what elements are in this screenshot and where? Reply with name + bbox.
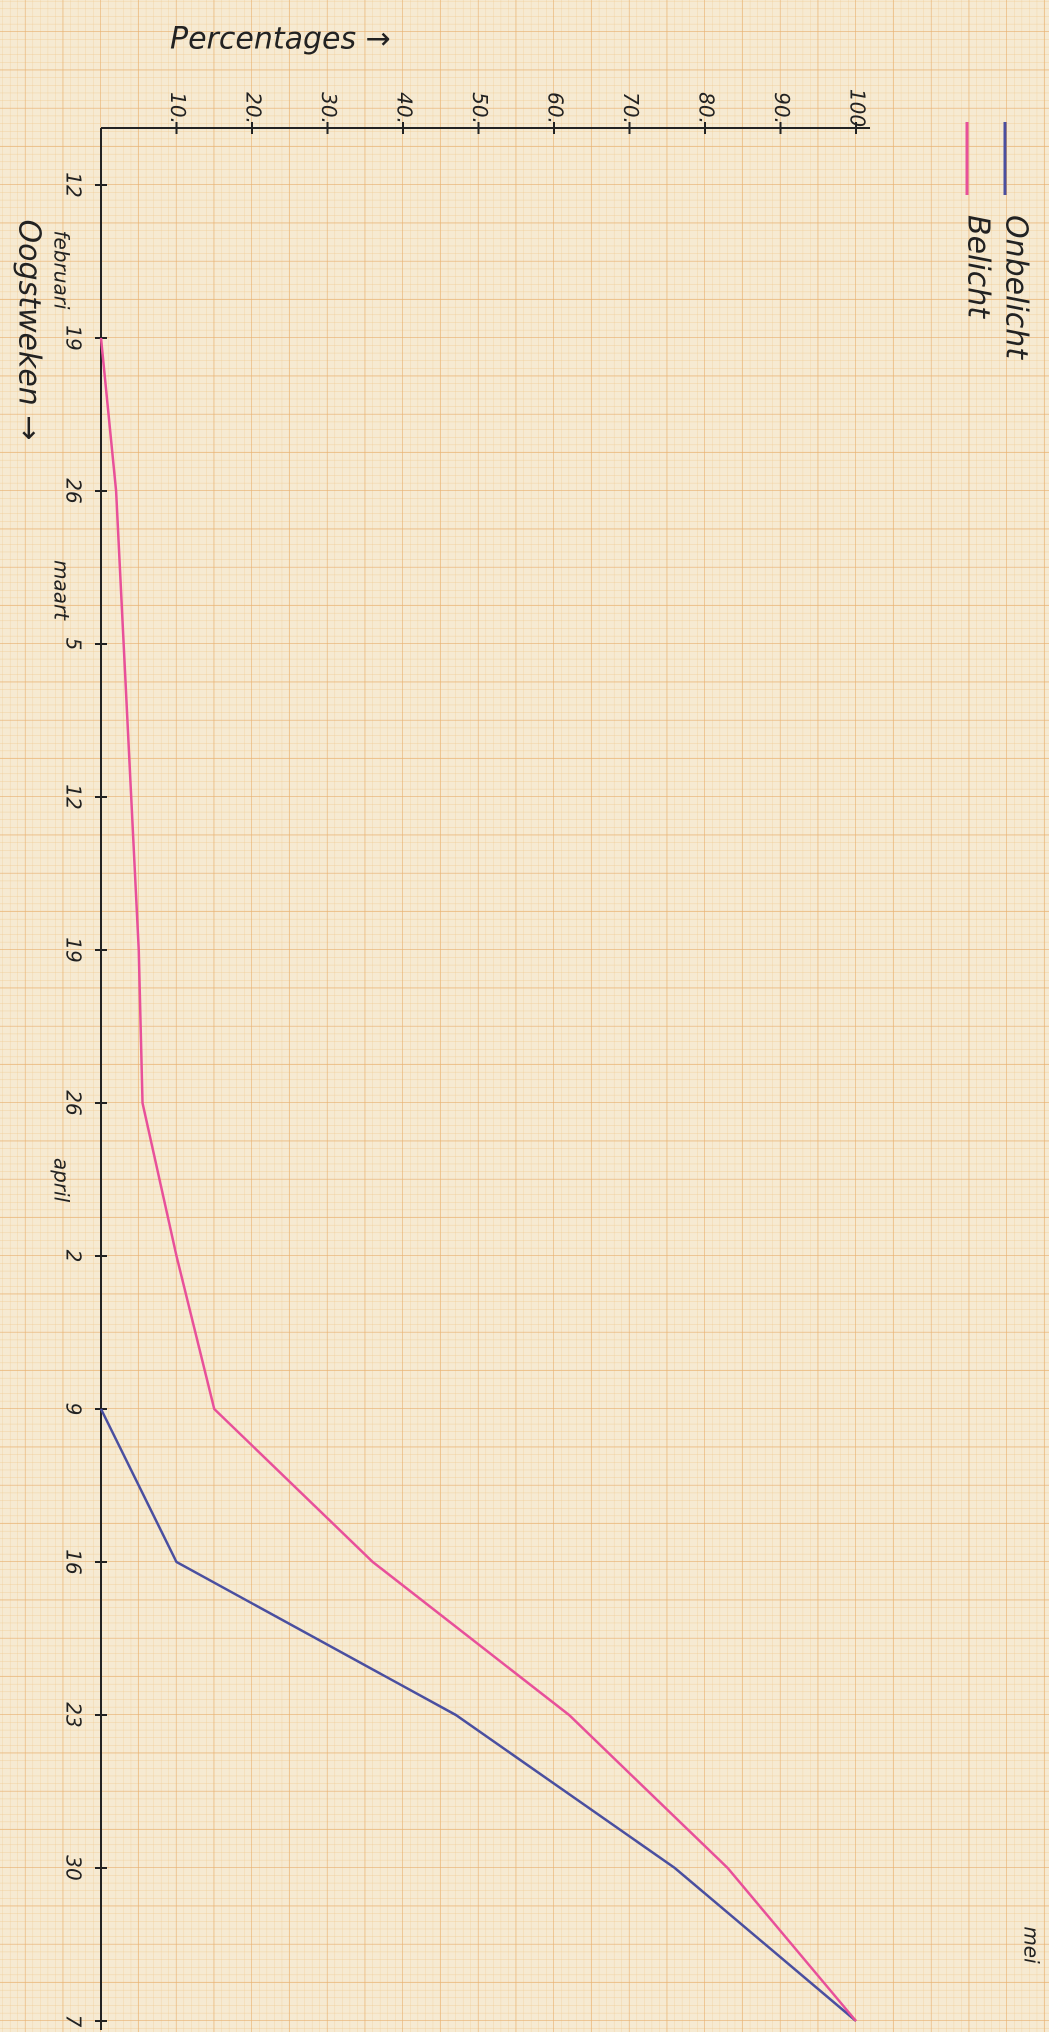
y-tick-label: 100 (846, 89, 870, 127)
x-tick-label: 12 (62, 172, 86, 197)
y-tick-label: 30. (317, 92, 341, 124)
legend-label: Onbelicht (999, 215, 1034, 360)
x-axis-title: Oogstweken → (12, 220, 47, 441)
x-tick-label: 9 (62, 1403, 86, 1416)
x-tick-label: 23 (62, 1702, 86, 1727)
series-line (99, 337, 857, 2022)
y-tick-label: 70. (619, 92, 643, 124)
y-tick-label: 50. (468, 92, 492, 124)
y-tick-label: 60. (544, 92, 568, 124)
series-line (99, 1408, 857, 2022)
x-tick-label: 30 (62, 1855, 86, 1880)
month-label: maart (50, 560, 74, 621)
month-label: april (50, 1158, 74, 1203)
y-tick-label: 80. (695, 92, 719, 124)
y-tick-label: 20. (242, 92, 266, 124)
x-tick-label: 19 (62, 937, 86, 962)
month-label: februari (50, 231, 74, 310)
x-tick-label: 5 (62, 638, 86, 651)
x-tick-label: 2 (62, 1250, 86, 1263)
x-tick-label: 26 (62, 478, 86, 503)
x-tick-label: 12 (62, 784, 86, 809)
y-axis-title: Percentages → (170, 22, 391, 57)
x-tick-label: 19 (62, 325, 86, 350)
x-tick-label: 26 (62, 1090, 86, 1115)
y-tick-label: 40. (393, 92, 417, 124)
x-tick-label: 16 (62, 1549, 86, 1574)
legend-label: Belicht (961, 215, 996, 319)
y-tick-label: 90. (770, 92, 794, 124)
y-tick-label: 10. (166, 92, 190, 124)
x-tick-label: 7 (62, 2015, 86, 2028)
month-label: mei (1020, 1926, 1044, 1964)
